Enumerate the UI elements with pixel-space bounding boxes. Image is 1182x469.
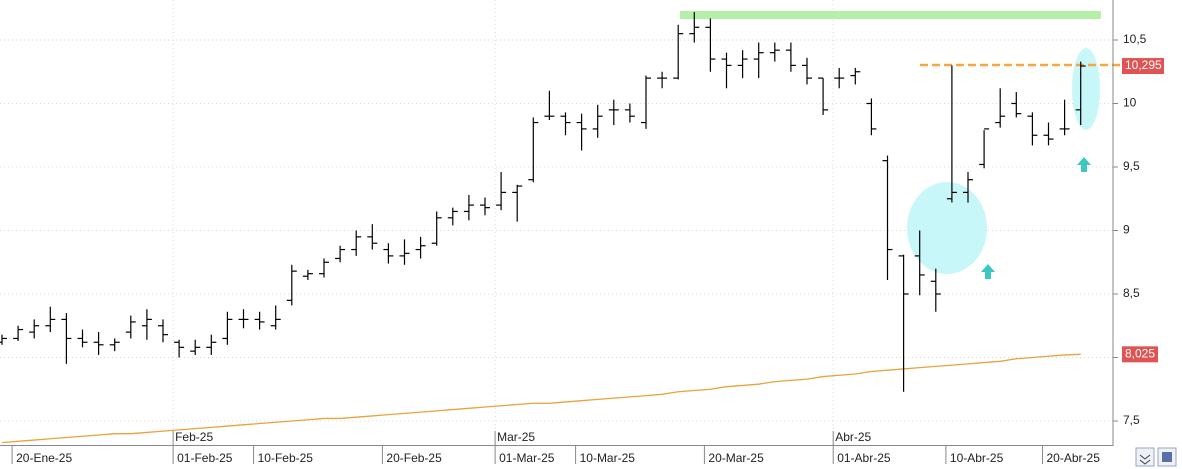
icon bbox=[1139, 454, 1151, 465]
x-tick-label: 10-Feb-25 bbox=[258, 451, 314, 465]
y-tick-label: 10 bbox=[1123, 96, 1137, 110]
y-tick-label: 8,5 bbox=[1123, 286, 1140, 300]
moving-average-line bbox=[1, 353, 1081, 444]
y-tick-label: 9 bbox=[1123, 223, 1130, 237]
x-tick-label: 01-Feb-25 bbox=[177, 451, 233, 465]
month-label: Feb-25 bbox=[175, 430, 213, 444]
x-tick-label: 10-Abr-25 bbox=[950, 451, 1004, 465]
value-label: 10,295 bbox=[1125, 58, 1162, 72]
highlight-ellipse bbox=[907, 182, 987, 274]
x-tick-label: 20-Mar-25 bbox=[708, 451, 764, 465]
x-tick-label: 01-Abr-25 bbox=[837, 451, 891, 465]
highlight-ellipse bbox=[1072, 48, 1100, 130]
resistance-band bbox=[680, 11, 1101, 19]
zoom-button[interactable] bbox=[1135, 447, 1155, 467]
x-tick-label: 20-Feb-25 bbox=[386, 451, 442, 465]
month-label: Abr-25 bbox=[835, 430, 871, 444]
value-label-box bbox=[1122, 346, 1158, 363]
x-tick-label: 01-Mar-25 bbox=[499, 451, 555, 465]
up-arrow bbox=[1077, 157, 1091, 172]
y-tick-label: 9,5 bbox=[1123, 159, 1140, 173]
icon bbox=[1162, 452, 1172, 462]
x-tick-label: 20-Abr-25 bbox=[1047, 451, 1101, 465]
value-label-box bbox=[1122, 58, 1164, 75]
y-tick-label: 10,5 bbox=[1123, 32, 1147, 46]
value-label: 8,025 bbox=[1125, 346, 1155, 360]
y-tick-label: 7,5 bbox=[1123, 413, 1140, 427]
up-arrow bbox=[981, 264, 995, 279]
month-label: Mar-25 bbox=[497, 430, 535, 444]
x-tick-label: 20-Ene-25 bbox=[16, 451, 72, 465]
x-tick-label: 10-Mar-25 bbox=[580, 451, 636, 465]
